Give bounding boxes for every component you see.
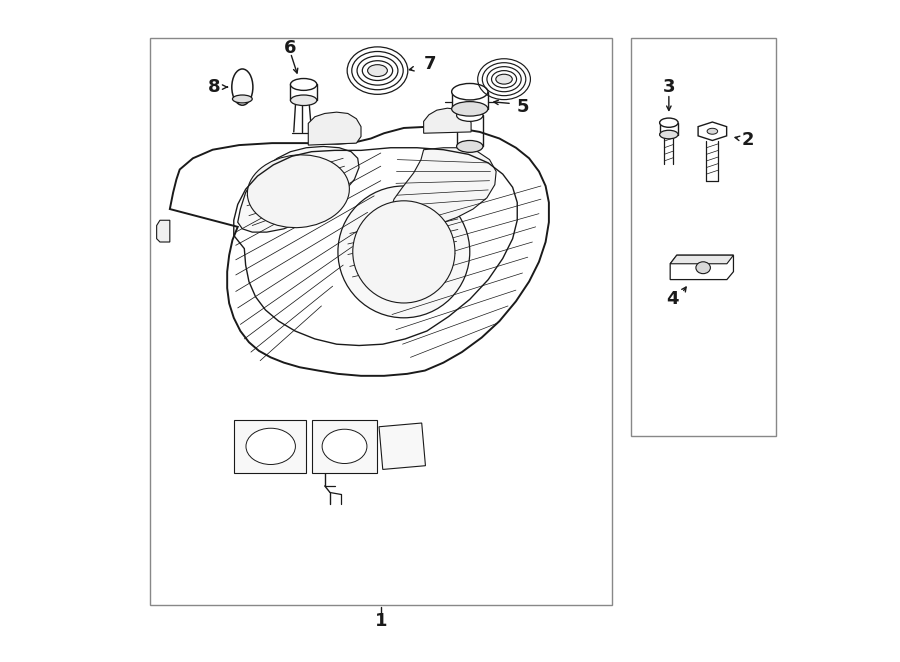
Polygon shape xyxy=(309,112,361,145)
Ellipse shape xyxy=(496,74,512,84)
Ellipse shape xyxy=(456,109,483,121)
Text: 5: 5 xyxy=(517,98,529,116)
Ellipse shape xyxy=(696,261,710,273)
Ellipse shape xyxy=(707,128,717,134)
Polygon shape xyxy=(670,255,734,279)
Polygon shape xyxy=(424,108,471,133)
Polygon shape xyxy=(698,122,726,140)
Ellipse shape xyxy=(232,69,253,105)
Bar xyxy=(631,38,777,436)
Ellipse shape xyxy=(353,201,454,303)
Ellipse shape xyxy=(291,95,317,105)
Bar xyxy=(311,420,377,473)
Bar xyxy=(234,420,306,473)
Ellipse shape xyxy=(452,83,488,100)
Bar xyxy=(150,38,611,604)
Text: 4: 4 xyxy=(667,291,680,308)
Text: 8: 8 xyxy=(208,78,220,96)
Text: 7: 7 xyxy=(424,55,436,73)
Polygon shape xyxy=(670,255,734,263)
Ellipse shape xyxy=(291,79,317,91)
Ellipse shape xyxy=(232,95,252,103)
Polygon shape xyxy=(157,220,170,242)
Ellipse shape xyxy=(367,65,387,77)
Polygon shape xyxy=(391,148,496,227)
Ellipse shape xyxy=(322,429,367,463)
Text: 3: 3 xyxy=(662,78,675,96)
Text: 2: 2 xyxy=(742,131,754,149)
Ellipse shape xyxy=(246,428,295,465)
Text: 1: 1 xyxy=(374,612,387,630)
Ellipse shape xyxy=(456,140,483,152)
Bar xyxy=(379,423,426,469)
Ellipse shape xyxy=(338,186,470,318)
Polygon shape xyxy=(238,146,359,232)
Ellipse shape xyxy=(660,118,678,127)
Ellipse shape xyxy=(248,155,349,228)
Text: 6: 6 xyxy=(284,38,297,56)
Polygon shape xyxy=(170,126,549,376)
Ellipse shape xyxy=(452,101,488,116)
Ellipse shape xyxy=(660,130,678,139)
